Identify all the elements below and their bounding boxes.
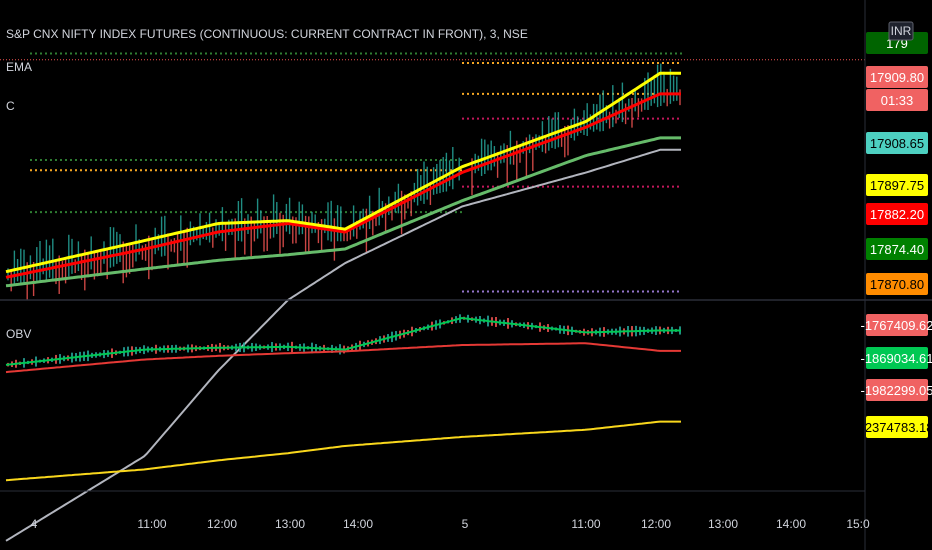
indicator-label-obv[interactable]: OBV <box>6 327 31 341</box>
chart-title: S&P CNX NIFTY INDEX FUTURES (CONTINUOUS:… <box>6 27 528 41</box>
price-axis-label: 17874.40 <box>870 242 924 257</box>
time-axis-label: 4 <box>31 517 38 531</box>
time-axis-label: 12:00 <box>641 517 671 531</box>
time-axis-label: 15:0 <box>846 517 870 531</box>
obv-axis-label: -1982299.05 <box>860 383 932 398</box>
ema-fast-line[interactable] <box>5 71 681 274</box>
time-axis-label: 14:00 <box>343 517 373 531</box>
time-axis[interactable]: 4 11:00 12:00 13:00 14:00 5 11:00 12:00 13:00 14:… <box>31 517 870 531</box>
obv-axis-pill[interactable] <box>866 416 928 438</box>
price-axis-label: 17870.80 <box>870 277 924 292</box>
currency-badge[interactable] <box>888 21 914 41</box>
price-axis-pill[interactable] <box>866 273 928 295</box>
time-axis-label: 13:00 <box>708 517 738 531</box>
price-axis-pill[interactable] <box>866 89 928 111</box>
obv-long-line[interactable] <box>5 420 681 482</box>
price-axis-label: 17897.75 <box>870 178 924 193</box>
time-axis-label: 11:00 <box>137 517 166 531</box>
obv-axis-label: -1767409.62 <box>860 318 932 333</box>
obv-axis-pill[interactable] <box>866 314 928 336</box>
obv-axis-label: -2374783.18 <box>860 420 932 435</box>
currency-badge-label: INR <box>891 24 912 38</box>
indicator-label-c[interactable]: C <box>6 99 15 113</box>
time-axis-label: 11:00 <box>571 517 600 531</box>
price-axis-pill[interactable] <box>866 238 928 260</box>
ema-slow-line[interactable] <box>5 136 681 288</box>
time-axis-label: 5 <box>462 517 469 531</box>
price-axis-pill[interactable] <box>866 203 928 225</box>
obv-pane[interactable] <box>5 314 681 482</box>
time-axis-label: 13:00 <box>275 517 305 531</box>
price-axis-pill[interactable] <box>866 174 928 196</box>
obv-axis-pill[interactable] <box>866 379 928 401</box>
obv-axis[interactable]: -1767409.62 -1869034.61 -1982299.05 -237478… <box>860 314 932 438</box>
obv-axis-label: -1869034.61 <box>860 351 932 366</box>
obv-ma-line[interactable] <box>5 342 681 374</box>
price-axis-label: 01:33 <box>881 93 914 108</box>
price-axis-pill[interactable] <box>866 66 928 88</box>
price-axis-pill[interactable] <box>866 132 928 154</box>
price-axis-label: 17882.20 <box>870 207 924 222</box>
obv-axis-pill[interactable] <box>866 347 928 369</box>
time-axis-label: 14:00 <box>776 517 806 531</box>
time-axis-label: 12:00 <box>207 517 237 531</box>
price-axis-label: 17908.65 <box>870 136 924 151</box>
ema-mid-line[interactable] <box>5 92 681 279</box>
indicator-label-ema[interactable]: EMA <box>6 60 32 74</box>
price-axis-label: 17909.80 <box>870 70 924 85</box>
obv-line[interactable] <box>5 316 681 366</box>
